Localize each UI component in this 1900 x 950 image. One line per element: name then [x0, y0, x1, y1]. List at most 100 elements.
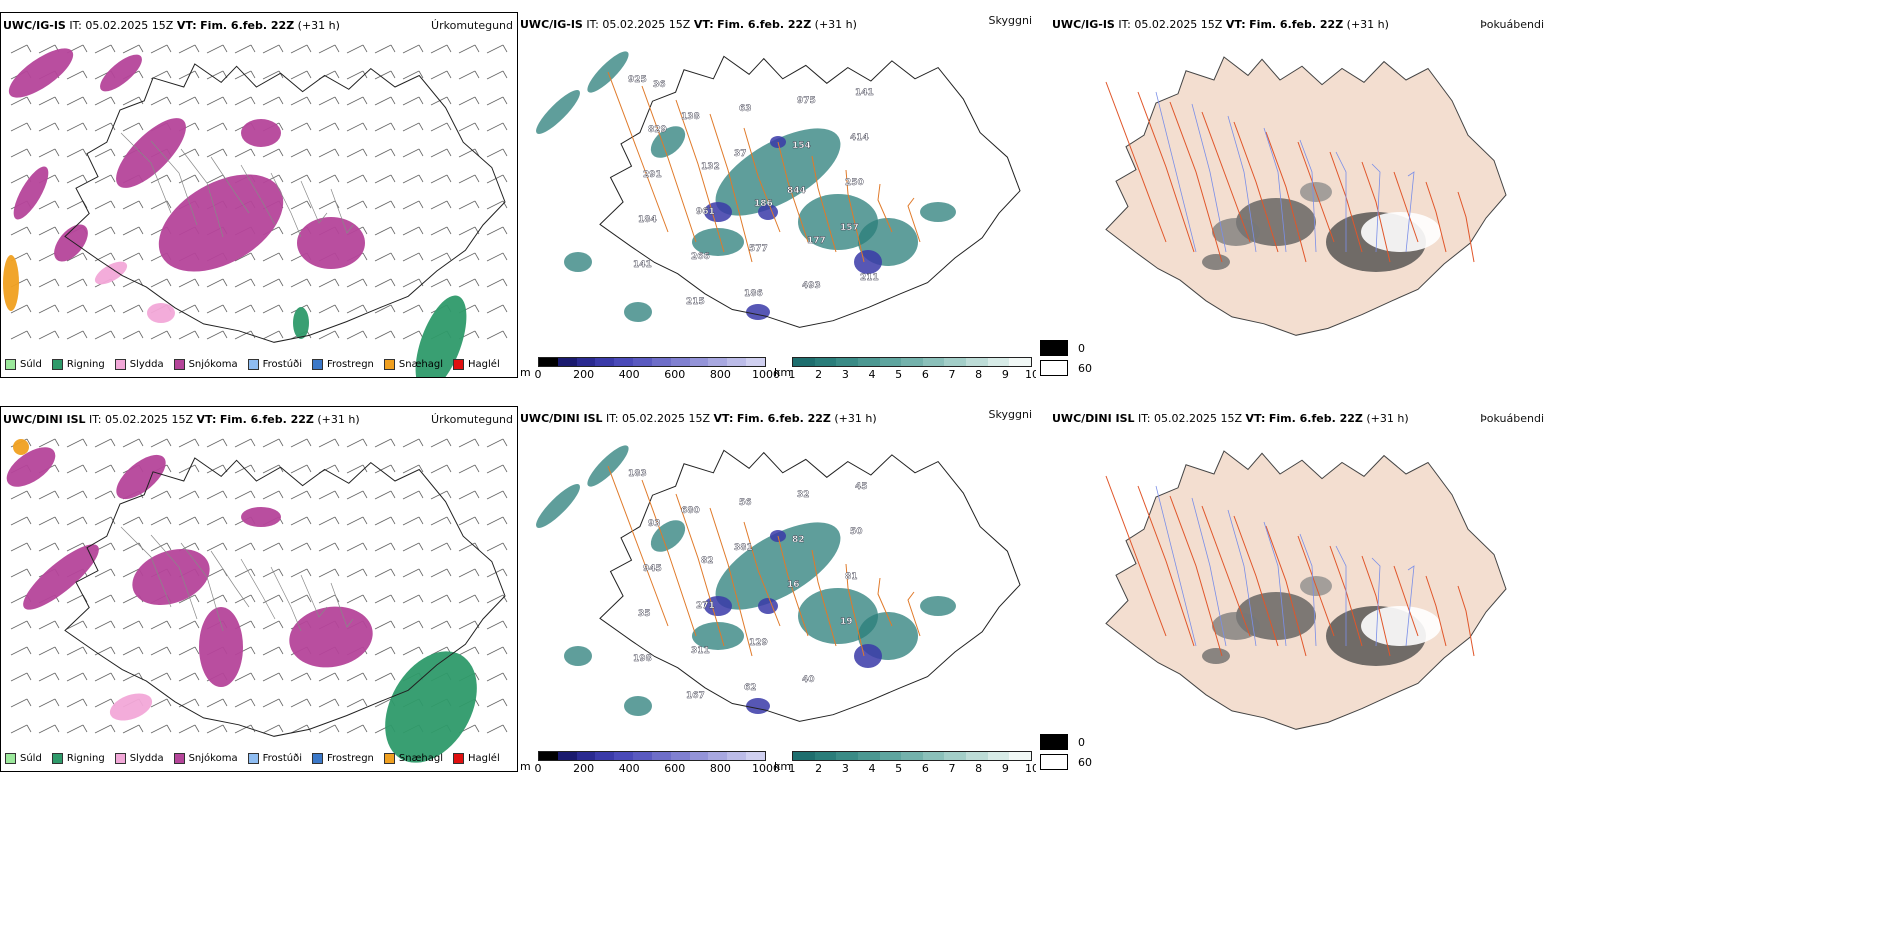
wind-barb [290, 724, 312, 734]
glacier-area [1361, 212, 1441, 252]
road-line [210, 550, 250, 608]
wind-barb [318, 698, 340, 708]
wind-barb [66, 438, 88, 448]
wind-barb [486, 70, 508, 80]
wind-barb [374, 148, 396, 158]
colorbar-strip [792, 357, 1032, 367]
wind-barb [94, 148, 116, 158]
wind-barb [430, 516, 452, 526]
fog-panel-2: UWC/DINI ISL IT: 05.02.2025 15Z VT: Fim.… [1036, 406, 1900, 772]
wind-barb [94, 330, 116, 340]
cloud-base-label: 132 [701, 162, 720, 172]
colorbar-tick: 1000 [752, 762, 780, 775]
legend-swatch [114, 753, 126, 764]
wind-barb [38, 646, 60, 656]
fog-legend-swatch [1040, 340, 1068, 356]
panel-header: UWC/IG-IS IT: 05.02.2025 15Z VT: Fim. 6.… [520, 18, 857, 31]
legend-swatch [173, 753, 185, 764]
cloud-base-label: 198 [633, 654, 652, 664]
wind-barb [94, 620, 116, 630]
low-visibility-area [920, 202, 956, 222]
wind-barb [430, 278, 452, 288]
legend-label: Haglél [468, 359, 500, 370]
wind-barb [346, 568, 368, 578]
precip-area [158, 174, 284, 272]
river-line [1263, 127, 1287, 253]
precip-type-panel-1: UWC/IG-IS IT: 05.02.2025 15Z VT: Fim. 6.… [0, 12, 518, 378]
wind-barb [458, 252, 480, 262]
wind-barb [66, 148, 88, 158]
wind-barb [206, 278, 228, 288]
wind-barb [346, 44, 368, 54]
fog-legend-label: 0 [1078, 735, 1085, 749]
river-line [1405, 565, 1415, 647]
wind-barb [150, 698, 172, 708]
wind-barb [10, 698, 32, 708]
wind-barb [262, 542, 284, 552]
colorbar-segment [746, 358, 765, 366]
colorbar-segment [633, 752, 652, 760]
precip-area [289, 606, 373, 668]
legend-swatch [312, 753, 323, 764]
wind-barb [458, 594, 480, 604]
wind-barb [318, 148, 340, 158]
panel-header: UWC/IG-IS IT: 05.02.2025 15Z VT: Fim. 6.… [1052, 18, 1389, 31]
river-line [1155, 485, 1197, 647]
wind-barb [290, 96, 312, 106]
fog-legend-item: 60 [1040, 358, 1092, 378]
wind-barb [402, 438, 424, 448]
precip-area [241, 507, 281, 527]
cloud-base-label: 50 [850, 527, 863, 537]
wind-barb [458, 516, 480, 526]
wind-barb [10, 672, 32, 682]
wind-barb [430, 44, 452, 54]
wind-barb [150, 724, 172, 734]
panel-title: Þokuábendi [1480, 18, 1544, 31]
colorbar-segment [614, 358, 634, 366]
colorbar-segment [987, 752, 1010, 760]
legend-label: Snæhagl [398, 753, 444, 764]
wind-barb [402, 620, 424, 630]
cloud-base-colorbar: m 0 200 400 600 800 1000 [520, 751, 780, 775]
precip-type-panel-2: UWC/DINI ISL IT: 05.02.2025 15Z VT: Fim.… [0, 406, 518, 772]
road-line [150, 140, 198, 226]
road-line [240, 164, 276, 226]
wind-barb [290, 672, 312, 682]
wind-barb [318, 438, 340, 448]
road-line [1425, 181, 1447, 253]
colorbar-segment [966, 752, 988, 760]
cloud-base-label: 177 [807, 236, 826, 246]
wind-barb [486, 438, 508, 448]
coastline [64, 457, 506, 737]
wind-barb [206, 304, 228, 314]
road-line [1457, 191, 1475, 263]
cloud-base-label: 186 [754, 199, 773, 209]
visibility-panel-1: UWC/IG-IS IT: 05.02.2025 15Z VT: Fim. 6.… [518, 12, 1039, 381]
cloud-base-label: 577 [749, 244, 768, 254]
legend-item: Frostúði [247, 753, 302, 764]
wind-barb [402, 464, 424, 474]
cloud-base-label: 184 [638, 215, 657, 225]
wind-barb [206, 724, 228, 734]
wind-barb [122, 542, 144, 552]
wind-barb [374, 330, 396, 340]
wind-barb [178, 148, 200, 158]
wind-barb [66, 174, 88, 184]
low-cloud-area [746, 698, 770, 714]
legend-item: Frostregn [312, 359, 374, 370]
wind-barb [430, 96, 452, 106]
wind-barb [234, 330, 256, 340]
wind-barb [66, 252, 88, 262]
wind-barb [458, 278, 480, 288]
colorbar-segment [727, 752, 747, 760]
wind-barb [458, 568, 480, 578]
road-line [300, 180, 328, 224]
wind-barb [458, 200, 480, 210]
road-line [743, 521, 781, 627]
wind-barb [206, 594, 228, 604]
wind-barb [66, 70, 88, 80]
wind-barb [150, 200, 172, 210]
wind-barb [66, 646, 88, 656]
colorbar-strip [538, 357, 766, 367]
wind-barb [38, 698, 60, 708]
